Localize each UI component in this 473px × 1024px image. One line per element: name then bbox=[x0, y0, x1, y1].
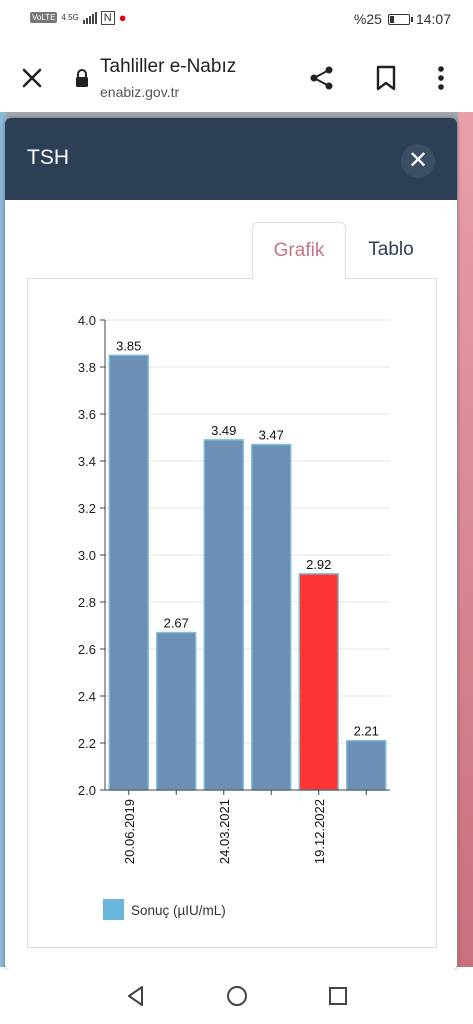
bookmark-icon[interactable] bbox=[374, 64, 398, 97]
page-title: Tahliller e-Nabız bbox=[100, 56, 237, 77]
browser-toolbar: Tahliller e-Nabız enabiz.gov.tr bbox=[0, 40, 473, 112]
tab-grafik[interactable]: Grafik bbox=[252, 222, 346, 279]
close-icon[interactable] bbox=[18, 64, 46, 92]
lock-icon bbox=[74, 68, 90, 93]
more-vertical-icon[interactable] bbox=[436, 64, 446, 97]
y-tick-label: 3.4 bbox=[78, 454, 96, 469]
y-tick-label: 3.8 bbox=[78, 360, 96, 375]
volte-icon: VoLTE bbox=[30, 12, 58, 23]
modal-title: TSH bbox=[27, 146, 69, 169]
system-nav-bar bbox=[0, 970, 473, 1024]
chart-bar bbox=[203, 439, 244, 791]
tab-tablo[interactable]: Tablo bbox=[368, 239, 414, 260]
battery-icon bbox=[387, 13, 413, 25]
x-tick-label: 20.06.2019 bbox=[122, 799, 137, 864]
share-icon[interactable] bbox=[308, 64, 336, 97]
y-tick-label: 3.0 bbox=[78, 548, 96, 563]
status-bar: VoLTE 4.5G N ● %25 14:07 bbox=[0, 0, 473, 40]
data-label: 2.92 bbox=[306, 557, 331, 572]
recents-square-icon[interactable] bbox=[326, 984, 350, 1008]
notification-icon: ● bbox=[118, 10, 127, 25]
data-label: 3.47 bbox=[259, 428, 284, 443]
y-tick-label: 2.0 bbox=[78, 783, 96, 798]
x-tick-label: 19.12.2022 bbox=[312, 799, 327, 864]
data-label: 3.49 bbox=[211, 423, 236, 438]
nfc-icon: N bbox=[100, 10, 115, 25]
page-url: enabiz.gov.tr bbox=[100, 84, 180, 100]
modal-header: TSH ✕ bbox=[5, 118, 457, 200]
data-label: 3.85 bbox=[116, 338, 141, 353]
clock: 14:07 bbox=[415, 11, 451, 27]
chart-bar bbox=[251, 443, 292, 791]
y-tick-label: 3.2 bbox=[78, 501, 96, 516]
x-tick-label: 24.03.2021 bbox=[217, 799, 232, 864]
y-tick-label: 2.2 bbox=[78, 736, 96, 751]
data-label: 2.21 bbox=[354, 724, 379, 739]
signal-icon bbox=[82, 11, 97, 24]
modal-close-button[interactable]: ✕ bbox=[401, 144, 435, 178]
data-label: 2.67 bbox=[164, 616, 189, 631]
chart-bar bbox=[346, 739, 387, 791]
tsh-modal: TSH ✕ Grafik Tablo 2.0 2.2 2.4 2.6 2.8 3.0 3.2… bbox=[5, 118, 457, 970]
chart-bar bbox=[298, 573, 339, 791]
back-triangle-icon[interactable] bbox=[124, 984, 148, 1008]
y-tick-label: 2.4 bbox=[78, 689, 96, 704]
y-tick-label: 2.6 bbox=[78, 642, 96, 657]
battery-percent: %25 bbox=[353, 11, 382, 27]
tsh-bar-chart: 2.0 2.2 2.4 2.6 2.8 3.0 3.2 3.4 3.6 3.8 4.0 3.85 20.… bbox=[78, 313, 390, 920]
chart-bar bbox=[156, 631, 197, 791]
y-tick-label: 4.0 bbox=[78, 313, 96, 328]
y-tick-label: 2.8 bbox=[78, 595, 96, 610]
chart-panel: 2.0 2.2 2.4 2.6 2.8 3.0 3.2 3.4 3.6 3.8 4.0 3.85 20.… bbox=[27, 278, 437, 948]
legend-label: Sonuç (µIU/mL) bbox=[131, 903, 226, 918]
view-tabs: Grafik Tablo bbox=[27, 222, 437, 279]
chart-bar bbox=[108, 354, 149, 791]
y-tick-label: 3.6 bbox=[78, 407, 96, 422]
network-type: 4.5G bbox=[61, 13, 79, 22]
home-circle-icon[interactable] bbox=[225, 984, 249, 1008]
legend-swatch bbox=[103, 899, 124, 920]
